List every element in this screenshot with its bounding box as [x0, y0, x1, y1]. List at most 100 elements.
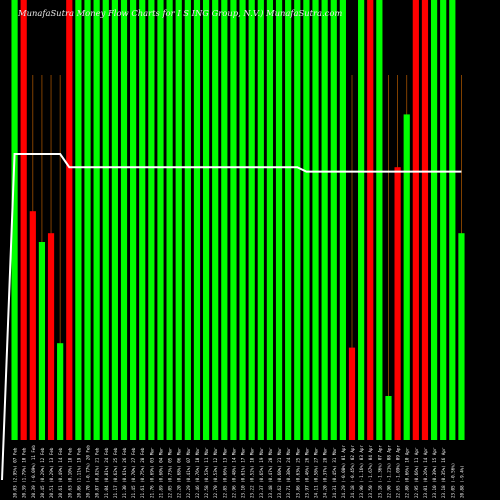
bar [193, 0, 201, 440]
bar [75, 0, 82, 440]
x-tick-label: 23.86 (0.63%) 25 Mar [295, 447, 300, 498]
bar [102, 0, 109, 440]
x-tick-label: 23.37 (0.65%) 19 Mar [259, 447, 264, 498]
bar [458, 233, 465, 440]
bar [348, 347, 356, 440]
x-tick-label: 21.76 (0.69%) 03 Mar [149, 447, 154, 498]
bar [367, 0, 374, 440]
bar [403, 114, 410, 441]
bar [440, 0, 447, 440]
x-tick-label: 21.45 (0.70%) 27 Feb [131, 447, 136, 498]
x-tick-label: 23.18 (-1.36%) 07 Apr [377, 445, 382, 498]
price-line [1, 153, 462, 481]
x-tick-label: 24.18 (-0.45%) 02 Apr [350, 445, 355, 498]
x-tick-label: 20.51 (0.29%) 13 Feb [49, 447, 54, 498]
bar [148, 0, 155, 440]
bar [175, 0, 182, 440]
x-tick-label: 23.48 (0.47%) 20 Mar [268, 447, 273, 498]
bar [202, 0, 210, 440]
x-tick-label: 21.61 (0.75%) 28 Feb [140, 447, 145, 498]
bar [303, 0, 310, 440]
x-tick-label: 22.85 (0.66%) 13 Mar [222, 447, 227, 498]
x-tick-label: 23.01 (0.26%) 14 Apr [423, 447, 428, 498]
x-tick-label: 22.05 (0.73%) 05 Mar [168, 447, 173, 498]
x-tick-label: 23.97 (0.46%) 26 Mar [304, 447, 309, 498]
x-tick-label: 22.95 (0.66%) 11 Apr [414, 447, 419, 498]
bar [93, 0, 100, 440]
bar [157, 0, 164, 440]
bar [239, 0, 246, 440]
bar [130, 0, 137, 440]
x-tick-label: 21.30 (0.61%) 26 Feb [122, 447, 127, 498]
bar [376, 0, 383, 440]
bar [20, 0, 27, 440]
x-tick-label: 23.18 (0.35%) 16 Apr [441, 447, 446, 498]
x-tick-label: 23.90 (-1.16%) 03 Apr [359, 445, 364, 498]
x-tick-label: 20.70 (-0.77%) 20 Feb [86, 445, 91, 498]
bar [430, 0, 438, 440]
x-tick-label: 23.22 (0.52%) 18 Mar [250, 447, 255, 498]
bar [221, 0, 228, 440]
x-tick-label: 22.90 (-1.21%) 08 Apr [386, 445, 391, 498]
bar [111, 0, 118, 440]
x-tick-label: 20.45 (0.29%) 12 Feb [40, 447, 45, 498]
bar [248, 0, 255, 440]
x-tick-label: 23.50 (-1.67%) 04 Apr [368, 445, 373, 498]
x-tick-label: 23.71 (0.38%) 24 Mar [286, 447, 291, 498]
bar [257, 0, 264, 440]
bar [294, 0, 301, 440]
bar [266, 0, 274, 440]
x-tick-label: 20.63 (0.10%) 18 Feb [67, 447, 72, 498]
bar [339, 0, 346, 440]
bar [212, 0, 219, 440]
x-tick-label: 20.39 (1.79%) 10 Feb [22, 447, 27, 498]
bar [385, 396, 392, 440]
x-tick-label: 22.20 (0.68%) 06 Mar [177, 447, 182, 498]
bar [275, 0, 283, 440]
x-tick-label: 20.39 (-0.09%) 11 Feb [31, 445, 36, 498]
bar [412, 0, 419, 440]
bar [449, 0, 456, 440]
x-tick-label: 22.58 (0.53%) 11 Mar [204, 447, 209, 498]
x-tick-label: 21.89 (0.60%) 04 Mar [158, 447, 163, 498]
bar [57, 343, 64, 440]
x-tick-label: 22.65 (-1.09%) 09 Apr [396, 445, 401, 498]
bar [29, 211, 36, 440]
x-tick-label: 23.10 (0.61%) 17 Mar [241, 447, 246, 498]
bar [321, 0, 328, 440]
bar [358, 0, 365, 440]
bar [312, 0, 319, 440]
bar [120, 0, 128, 440]
x-tick-label: 22.96 (0.48%) 14 Mar [231, 447, 236, 498]
x-tick-label: 20.61 (0.49%) 14 Feb [58, 447, 63, 498]
x-tick-label: 23.62 (0.60%) 21 Mar [277, 447, 282, 498]
bar [230, 0, 237, 440]
bar [66, 0, 73, 440]
x-tick-label: 23.10 (0.39%) 15 Apr [432, 447, 437, 498]
x-tick-label: 24.11 (0.58%) 27 Mar [314, 447, 319, 498]
bar [184, 0, 191, 440]
x-tick-label: 24.31 (0.45%) 31 Mar [332, 447, 337, 498]
bar [139, 0, 146, 440]
bar [38, 242, 46, 440]
x-tick-label: 20.87 (0.82%) 21 Feb [95, 447, 100, 498]
bar [47, 233, 55, 440]
bar [84, 0, 91, 440]
x-tick-label: 22.80 (0.66%) 10 Apr [405, 447, 410, 498]
bar [166, 0, 173, 440]
x-tick-label: 22.46 (0.76%) 10 Mar [195, 447, 200, 498]
x-tick-label: 20.03 (2.95%) 07 Feb [13, 447, 18, 498]
x-tick-label: 24.20 (0.37%) 28 Mar [323, 447, 328, 498]
bar [330, 0, 337, 440]
x-tick-label: 22.29 (0.41%) 07 Mar [186, 447, 191, 498]
x-tick-label: 20.86 (1.11%) 19 Feb [76, 447, 81, 498]
bar [285, 0, 292, 440]
x-tick-label: 22.70 (0.53%) 12 Mar [213, 447, 218, 498]
bar [11, 0, 18, 440]
x-tick-label: 23.05 (-0.56%) [450, 463, 455, 498]
x-tick-label: 20.88 (-9.4%) [459, 465, 464, 498]
x-tick-label: 21.04 (0.81%) 24 Feb [104, 447, 109, 498]
bar [394, 167, 401, 440]
